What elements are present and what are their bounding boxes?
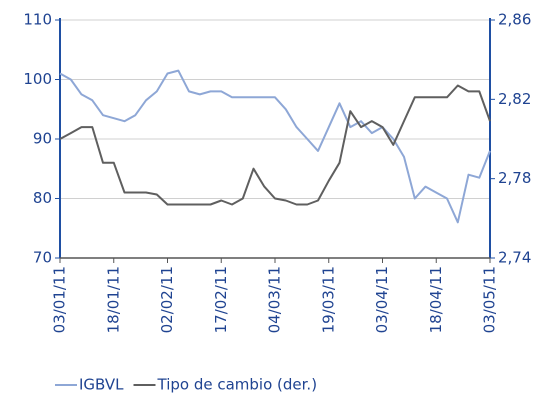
x-tick-label: 18/04/11 xyxy=(427,266,445,333)
y-tick-label: 90 xyxy=(33,130,52,148)
legend-label: Tipo de cambio (der.) xyxy=(157,376,318,394)
y2-tick-label: 2,74 xyxy=(498,249,531,267)
x-tick-label: 18/01/11 xyxy=(104,266,122,333)
legend-label: IGBVL xyxy=(79,376,124,394)
y-tick-label: 70 xyxy=(33,249,52,267)
data-line xyxy=(59,84,491,206)
x-tick-label: 04/03/11 xyxy=(266,266,284,333)
x-tick-label: 02/02/11 xyxy=(158,266,176,333)
y2-tick-label: 2,78 xyxy=(498,169,531,187)
y-tick-label: 80 xyxy=(33,189,52,207)
y2-tick-label: 2,82 xyxy=(498,90,531,108)
x-tick-label: 03/04/11 xyxy=(373,266,391,333)
data-line xyxy=(59,69,491,224)
x-tick-label: 17/02/11 xyxy=(212,266,230,333)
y-tick-label: 110 xyxy=(23,11,52,29)
y-tick-label: 100 xyxy=(23,70,52,88)
x-tick-label: 03/01/11 xyxy=(51,266,69,333)
x-tick-label: 19/03/11 xyxy=(319,266,337,333)
x-tick-label: 03/05/11 xyxy=(481,266,499,333)
y2-tick-label: 2,86 xyxy=(498,11,531,29)
